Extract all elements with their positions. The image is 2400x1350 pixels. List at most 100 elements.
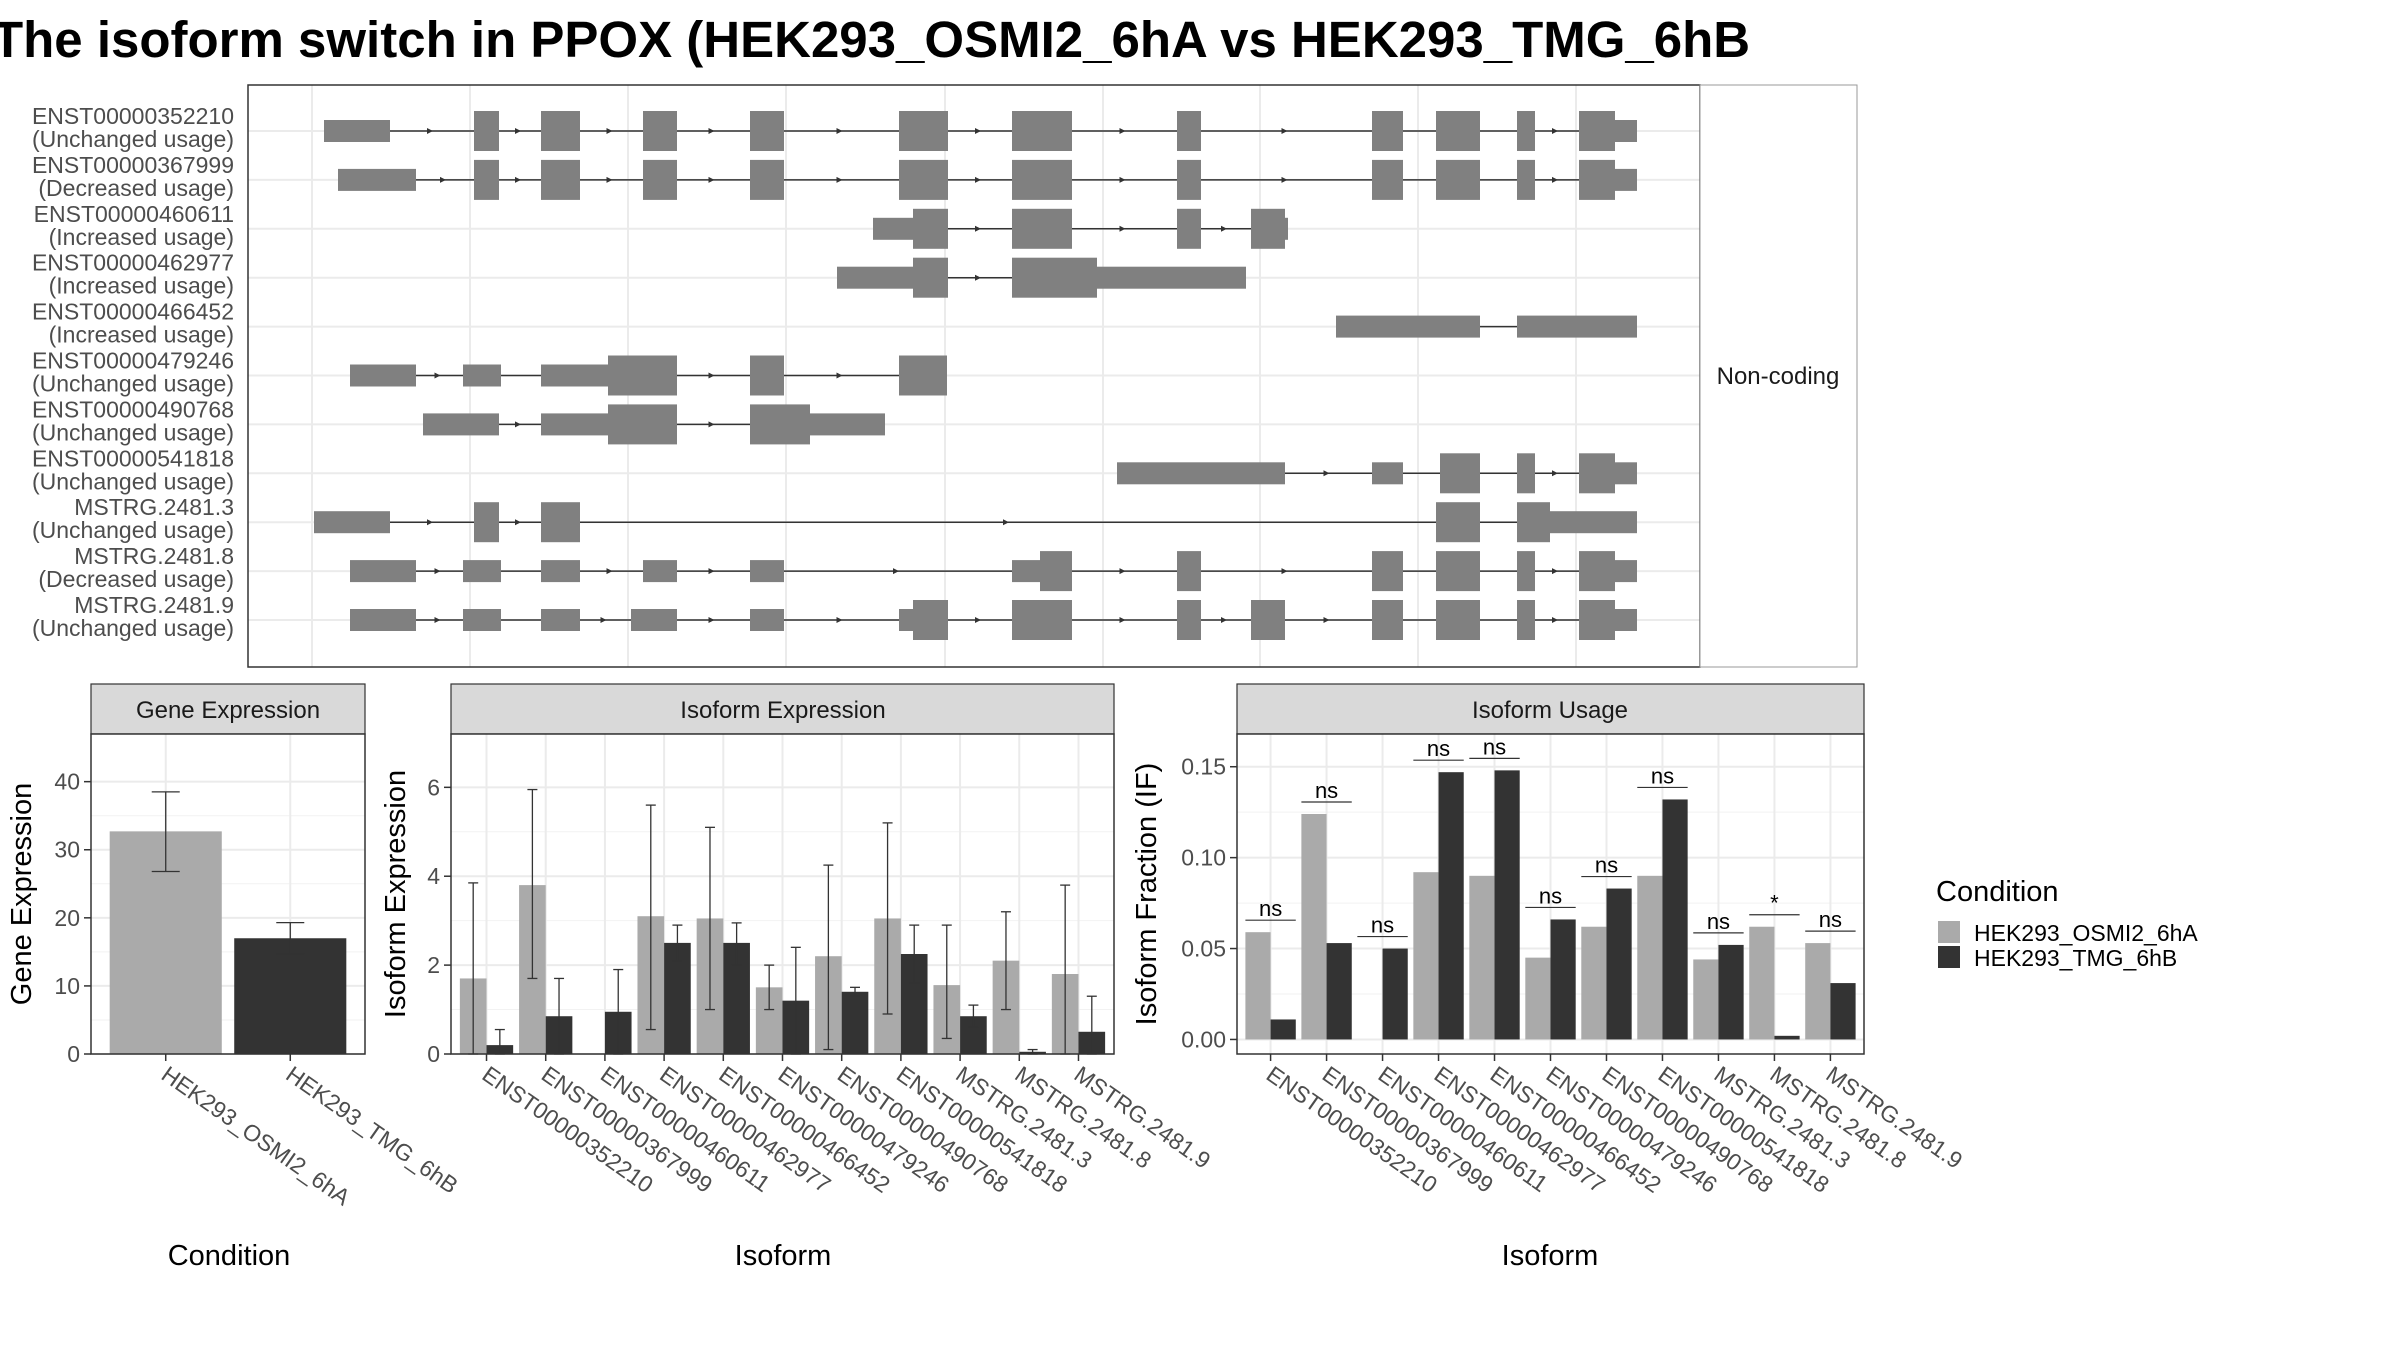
exon-block — [1117, 462, 1285, 485]
intron-arrow — [427, 519, 433, 526]
intron-arrow — [1221, 617, 1227, 623]
exon-block — [750, 159, 784, 200]
exon-block — [541, 413, 608, 436]
isoform-bar-s0-1 — [1301, 814, 1327, 1040]
transcript-rows — [314, 111, 1637, 640]
gene-expression-bars — [109, 791, 347, 1054]
isoform-usage-bars: ns ns ns ns ns ns ns ns ns * ns — [1245, 734, 1856, 1040]
isoform-bar-s0-0 — [1245, 932, 1271, 1040]
exon-block — [1372, 600, 1403, 640]
intron-arrow — [1119, 617, 1126, 623]
exon-block — [1177, 111, 1201, 151]
significance-label: ns — [1819, 907, 1842, 932]
isoform-bar-s1-3 — [664, 942, 691, 1054]
transcript-usage-label: (Unchanged usage) — [32, 468, 234, 494]
isoform-bar-s1-6 — [841, 991, 869, 1054]
legend-title: Condition — [1936, 876, 2059, 908]
exon-block — [1336, 315, 1480, 338]
exon-block — [1012, 208, 1072, 249]
significance-label: ns — [1651, 763, 1674, 788]
exon-block — [1097, 266, 1246, 289]
transcript-usage-label: (Unchanged usage) — [32, 615, 234, 641]
intron-arrow — [836, 176, 843, 183]
y-tick-label: 0.05 — [1181, 936, 1226, 962]
intron-arrow — [440, 176, 446, 183]
exon-block — [913, 257, 948, 298]
transcript-id-label: MSTRG.2481.8 — [74, 543, 234, 569]
transcript-row-5 — [350, 355, 947, 396]
isoform-bar-s1-1 — [1326, 943, 1352, 1040]
exon-block — [1436, 551, 1480, 592]
y-tick-label: 2 — [427, 952, 440, 978]
transcript-usage-label: (Increased usage) — [49, 273, 234, 299]
exon-block — [1579, 111, 1615, 151]
exon-block — [913, 600, 948, 640]
exon-block — [913, 208, 948, 249]
legend-key-osmi — [1938, 921, 1960, 943]
noncoding-strip-label: Non-coding — [1717, 363, 1840, 390]
exon-block — [314, 511, 390, 534]
exon-block — [1615, 609, 1637, 631]
intron-arrow — [427, 128, 433, 134]
exon-block — [541, 502, 580, 543]
isoform-usage-panel: Isoform Usage ns ns ns ns ns ns ns ns ns * ns 0.00… — [1131, 683, 1967, 1272]
isoform-bar-s0-10 — [1805, 943, 1831, 1040]
isoform-expression-xlabel: Isoform — [735, 1240, 832, 1272]
transcript-id-label: ENST00000490768 — [32, 396, 234, 422]
transcript-row-2 — [873, 208, 1288, 249]
exon-block — [810, 413, 885, 436]
y-tick-label: 30 — [54, 837, 80, 863]
exon-block — [899, 609, 913, 631]
intron-arrow — [1552, 617, 1558, 623]
exon-block — [541, 111, 580, 151]
isoform-usage-strip — [1236, 683, 1865, 735]
isoform-bar-s1-2 — [1382, 948, 1408, 1040]
intron-arrow — [708, 617, 715, 623]
y-tick-label: 0.15 — [1181, 754, 1226, 780]
exon-block — [324, 120, 390, 142]
transcript-row-10 — [350, 600, 1637, 640]
exon-block — [1615, 168, 1637, 191]
isoform-bar-s0-3 — [1413, 872, 1439, 1040]
legend-label-osmi: HEK293_OSMI2_6hA — [1974, 920, 2198, 946]
isoform-bar-s0-8 — [1693, 959, 1719, 1040]
intron-arrow — [1003, 519, 1009, 526]
transcript-structure-panel: Non-coding ENST00000352210 (Unchanged usa… — [32, 84, 1858, 668]
isoform-bar-s1-5 — [1550, 919, 1576, 1040]
intron-arrow — [434, 568, 441, 575]
isoform-usage-ticks: 0.000.050.100.15ENST00000352210ENST00000… — [1181, 754, 1967, 1198]
exon-block — [1615, 462, 1637, 485]
isoform-bar-s0-9 — [1749, 926, 1775, 1040]
isoform-usage-xlabel: Isoform — [1502, 1240, 1599, 1272]
exon-block — [1372, 551, 1403, 592]
significance-label: ns — [1259, 896, 1282, 921]
exon-block — [899, 355, 947, 396]
gene-expression-border — [90, 733, 366, 1055]
noncoding-strip — [1699, 84, 1858, 668]
exon-block — [873, 217, 913, 240]
transcript-row-8 — [314, 502, 1637, 543]
intron-arrow — [434, 617, 441, 623]
transcript-id-label: ENST00000479246 — [32, 348, 234, 374]
exon-block — [541, 159, 580, 200]
intron-arrow — [1281, 176, 1288, 183]
transcript-usage-label: (Decreased usage) — [38, 566, 234, 592]
exon-block — [1012, 159, 1072, 200]
y-tick-label: 0.00 — [1181, 1026, 1226, 1052]
exon-block — [1436, 159, 1480, 200]
isoform-bar-s1-3 — [1438, 772, 1464, 1040]
y-tick-label: 40 — [54, 769, 80, 795]
gene-expression-title: Gene Expression — [136, 697, 320, 724]
exon-block — [350, 364, 416, 387]
intron-arrow — [1552, 128, 1558, 134]
exon-block — [541, 560, 580, 583]
exon-block — [1615, 120, 1637, 142]
gene-expression-panel: Gene Expression 010203040HEK293_OSMI2_6h… — [6, 683, 463, 1272]
exon-block — [1436, 111, 1480, 151]
exon-block — [463, 609, 501, 631]
transcript-id-label: ENST00000352210 — [32, 103, 234, 129]
transcript-id-label: ENST00000541818 — [32, 445, 234, 471]
isoform-expression-panel: Isoform Expression 0246ENST00000352210EN… — [380, 683, 1215, 1272]
significance-label: ns — [1315, 778, 1338, 803]
transcript-row-6 — [423, 404, 885, 445]
